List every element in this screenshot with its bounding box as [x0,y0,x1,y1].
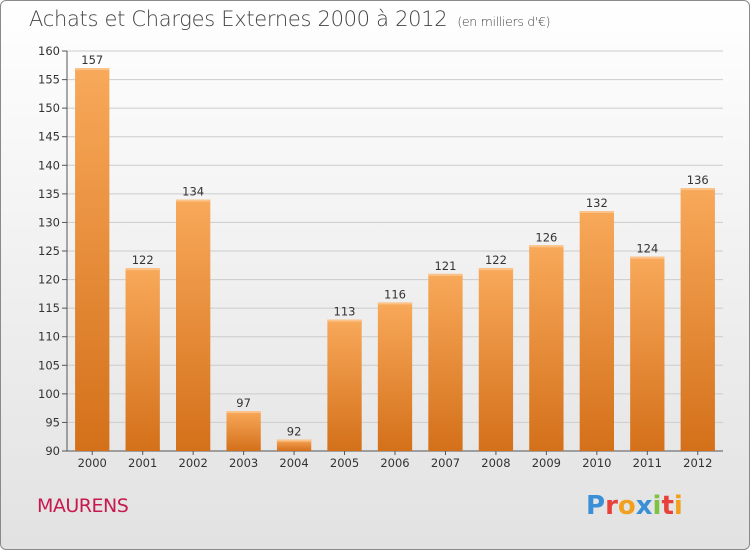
value-label-2003: 97 [236,396,251,410]
x-tick-label-2005: 2005 [330,456,359,470]
x-tick-label-2006: 2006 [380,456,409,470]
bar-2011 [630,256,665,451]
bar-top-highlight [75,68,110,71]
x-tick-label-2003: 2003 [229,456,258,470]
x-tick-label-2008: 2008 [481,456,510,470]
bar-2001 [125,268,160,451]
value-label-2006: 116 [384,287,406,301]
value-label-2009: 126 [535,230,557,244]
y-tick-label: 115 [38,301,60,315]
logo-letter: o [617,491,636,521]
y-tick-label: 155 [38,73,60,87]
commune-name: MAURENS [37,495,129,517]
chart-title-text: Achats et Charges Externes 2000 à 2012 [29,7,448,31]
value-label-2004: 92 [287,425,302,439]
bar-top-highlight [579,211,615,213]
value-label-2002: 134 [182,185,204,199]
y-tick-label: 140 [38,158,60,172]
value-label-2001: 122 [132,253,154,267]
bars [75,68,715,452]
y-tick-label: 95 [45,415,60,429]
y-tick-label: 120 [38,273,60,287]
y-tick-label: 150 [38,101,60,115]
bar-2008 [478,268,514,451]
bar-top-highlight [327,319,362,322]
value-label-2005: 113 [334,305,356,319]
logo-letter: P [586,491,606,521]
bar-top-highlight [680,188,715,191]
logo-letter: i [652,491,662,521]
value-label-2000: 157 [81,53,103,67]
bar-top-highlight [276,439,312,442]
x-tick-label-2012: 2012 [683,456,712,470]
labels: 90 95 100 105 110 115 120 125 130 135 140 145 150 155… [38,44,712,470]
chart-title: Achats et Charges Externes 2000 à 2012 (e… [29,7,551,31]
value-label-2010: 132 [586,196,608,210]
y-tick-label: 125 [38,244,60,258]
x-tick-label-2010: 2010 [582,456,611,470]
chart-unit: (en milliers d'€) [457,14,551,29]
proxiti-logo[interactable]: Proxiti [586,491,683,521]
bar-top-highlight [630,256,665,259]
x-tick-label-2011: 2011 [633,456,662,470]
y-tick-label: 90 [45,444,60,458]
bar-top-highlight [428,273,463,276]
bar-2002 [175,199,211,451]
bar-2004 [276,439,312,451]
value-label-2008: 122 [485,253,507,267]
bar-2006 [377,302,413,451]
bar-top-highlight [175,199,211,202]
x-tick-label-2004: 2004 [279,456,308,470]
x-tick-label-2007: 2007 [431,456,460,470]
logo-letter: i [673,491,683,521]
bar-top-highlight [226,411,261,413]
bar-top-highlight [125,268,160,271]
x-tick-label-2001: 2001 [128,456,157,470]
bar-2003 [226,411,261,451]
bar-2010 [579,211,615,451]
value-label-2011: 124 [636,242,658,256]
y-tick-label: 135 [38,187,60,201]
bar-2005 [327,319,362,451]
y-tick-label: 145 [38,130,60,144]
bar-top-highlight [377,302,413,305]
bar-2007 [428,273,463,451]
value-label-2012: 136 [687,173,709,187]
bar-2009 [529,245,564,451]
logo-letter: t [661,491,674,521]
bar-top-highlight [478,268,514,271]
value-label-2007: 121 [434,259,456,273]
y-tick-label: 130 [38,215,60,229]
logo-letter: r [605,491,618,521]
bar-top-highlight [529,245,564,248]
x-tick-label-2002: 2002 [179,456,208,470]
y-tick-label: 105 [38,358,60,372]
y-tick-label: 160 [38,44,60,58]
x-tick-label-2000: 2000 [78,456,107,470]
y-tick-label: 110 [38,330,60,344]
x-tick-label-2009: 2009 [532,456,561,470]
bar-2000 [75,68,110,452]
y-tick-label: 100 [38,387,60,401]
bar-2012 [680,188,715,451]
logo-letter: x [635,491,653,521]
